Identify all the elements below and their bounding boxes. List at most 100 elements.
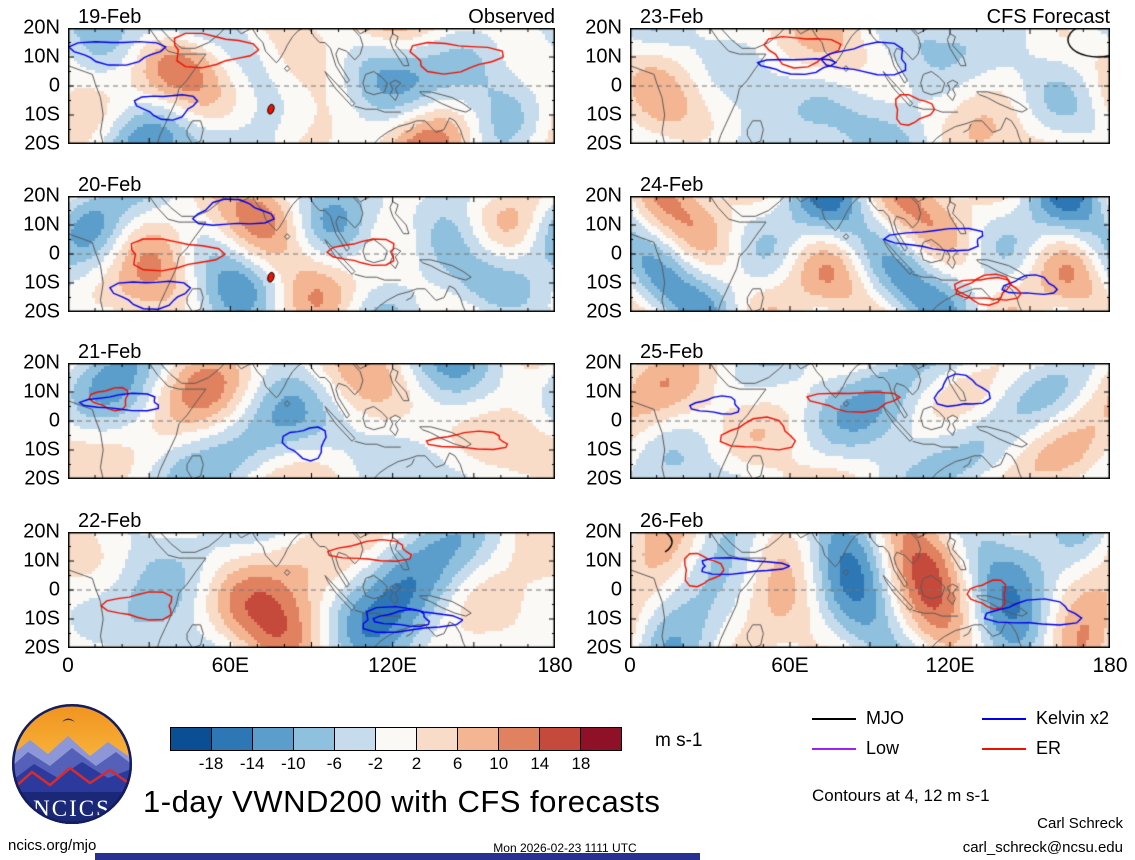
- panel-22-feb: 22-Feb 20N 10N 0 10S 20S: [10, 508, 555, 659]
- panel-date: 23-Feb: [640, 6, 704, 28]
- y-axis-labels: 20N 10N 0 10S 20S: [10, 521, 68, 659]
- y-axis-tick-label: 0: [610, 74, 622, 97]
- low-line-swatch: [812, 747, 856, 750]
- colorbar-tick-label: 18: [571, 754, 591, 773]
- legend-item-kelvin: Kelvin x2: [982, 708, 1109, 729]
- x-axis-labels-left: 0 60E 120E 180: [62, 654, 572, 680]
- y-axis-tick-label: 10S: [24, 271, 60, 294]
- y-axis-tick-label: 0: [48, 242, 60, 265]
- legend-label: MJO: [866, 708, 904, 728]
- y-axis-tick-label: 20N: [585, 16, 622, 39]
- panel-header: 20-Feb: [10, 172, 555, 196]
- y-axis-tick-label: 0: [610, 578, 622, 601]
- map-canvas: [68, 363, 555, 479]
- colorbar-tick-label: 10: [489, 754, 509, 773]
- x-axis-tick-label: 180: [1092, 654, 1128, 677]
- y-axis-tick-label: 20N: [23, 520, 60, 543]
- y-axis-tick-label: 20S: [586, 132, 622, 155]
- panel-corner-label: CFS Forecast: [986, 6, 1110, 28]
- y-axis-tick-label: 20S: [24, 467, 60, 490]
- colorbar: [170, 727, 622, 751]
- panel-21-feb: 21-Feb 20N 10N 0 10S 20S: [10, 339, 555, 490]
- y-axis-tick-label: 10N: [585, 213, 622, 236]
- y-axis-labels: 20N 10N 0 10S 20S: [572, 521, 630, 659]
- panel-header: 24-Feb: [572, 172, 1110, 196]
- figure-title: 1-day VWND200 with CFS forecasts: [143, 784, 661, 819]
- colorbar-segment: [293, 728, 334, 750]
- er-line-swatch: [982, 747, 1026, 750]
- legend-item-low: Low: [812, 738, 899, 759]
- kelvin-line-swatch: [982, 717, 1026, 720]
- y-axis-tick-label: 10S: [586, 438, 622, 461]
- y-axis-tick-label: 10S: [24, 103, 60, 126]
- y-axis-tick-label: 20S: [24, 636, 60, 659]
- colorbar-segment: [171, 728, 211, 750]
- map-canvas: [68, 532, 555, 648]
- colorbar-tick-label: -2: [367, 754, 384, 773]
- mjo-line-swatch: [812, 717, 856, 720]
- y-axis-tick-label: 20S: [586, 467, 622, 490]
- y-axis-tick-label: 10S: [586, 271, 622, 294]
- panel-20-feb: 20-Feb 20N 10N 0 10S 20S: [10, 172, 555, 323]
- colorbar-tick-label: -14: [239, 754, 265, 773]
- panel-23-feb: 23-Feb CFS Forecast 20N 10N 0 10S 20S: [572, 4, 1110, 155]
- colorbar-segment: [252, 728, 293, 750]
- colorbar-segment: [334, 728, 375, 750]
- y-axis-labels: 20N 10N 0 10S 20S: [10, 352, 68, 490]
- colorbar-tick-label: 14: [530, 754, 550, 773]
- y-axis-tick-label: 10S: [586, 607, 622, 630]
- y-axis-tick-label: 20N: [585, 351, 622, 374]
- map-canvas: [630, 28, 1110, 144]
- ncics-logo: NCICS: [10, 702, 134, 826]
- panel-header: 25-Feb: [572, 339, 1110, 363]
- x-axis-tick-label: 180: [537, 654, 573, 677]
- x-axis-tick-label: 0: [624, 654, 636, 677]
- panel-26-feb: 26-Feb 20N 10N 0 10S 20S: [572, 508, 1110, 659]
- y-axis-labels: 20N 10N 0 10S 20S: [572, 352, 630, 490]
- colorbar-segment: [416, 728, 457, 750]
- panel-date: 25-Feb: [640, 341, 704, 363]
- panel-date: 24-Feb: [640, 174, 704, 196]
- panel-header: 26-Feb: [572, 508, 1110, 532]
- y-axis-tick-label: 10N: [585, 380, 622, 403]
- legend-label: ER: [1036, 738, 1062, 758]
- colorbar-tick-label: -6: [326, 754, 342, 773]
- y-axis-labels: 20N 10N 0 10S 20S: [572, 17, 630, 155]
- x-axis-tick-label: 60E: [211, 654, 250, 677]
- contour-note: Contours at 4, 12 m s-1: [812, 786, 990, 805]
- colorbar-segment: [539, 728, 580, 750]
- panel-header: 21-Feb: [10, 339, 555, 363]
- y-axis-tick-label: 20N: [585, 520, 622, 543]
- legend-item-mjo: MJO: [812, 708, 904, 729]
- legend-item-er: ER: [982, 738, 1061, 759]
- panel-25-feb: 25-Feb 20N 10N 0 10S 20S: [572, 339, 1110, 490]
- map-canvas: [630, 363, 1110, 479]
- y-axis-tick-label: 0: [610, 242, 622, 265]
- author-credit: Carl Schreck: [1037, 815, 1123, 832]
- x-axis-tick-label: 120E: [368, 654, 418, 677]
- y-axis-labels: 20N 10N 0 10S 20S: [10, 185, 68, 323]
- y-axis-tick-label: 10N: [23, 549, 60, 572]
- site-text: ncics.org/mjo: [8, 837, 97, 854]
- y-axis-tick-label: 10N: [585, 45, 622, 68]
- y-axis-labels: 20N 10N 0 10S 20S: [10, 17, 68, 155]
- colorbar-tick-labels: -18 -14 -10 -6 -2 2 6 10 14 18: [170, 754, 622, 776]
- y-axis-tick-label: 10N: [585, 549, 622, 572]
- y-axis-tick-label: 20S: [24, 300, 60, 323]
- map-canvas: [68, 28, 555, 144]
- timestamp: Mon 2026-02-23 1111 UTC: [493, 841, 637, 855]
- map-canvas: [68, 196, 555, 312]
- y-axis-tick-label: 10N: [23, 213, 60, 236]
- map-canvas: [630, 532, 1110, 648]
- y-axis-tick-label: 10S: [586, 103, 622, 126]
- x-axis-tick-label: 0: [62, 654, 74, 677]
- x-axis-tick-label: 120E: [925, 654, 975, 677]
- colorbar-segment: [211, 728, 252, 750]
- y-axis-tick-label: 0: [48, 578, 60, 601]
- panel-header: 19-Feb Observed: [10, 4, 555, 28]
- panel-header: 23-Feb CFS Forecast: [572, 4, 1110, 28]
- y-axis-tick-label: 10S: [24, 438, 60, 461]
- colorbar-tick-label: 2: [411, 754, 422, 773]
- legend-label: Kelvin x2: [1036, 708, 1110, 728]
